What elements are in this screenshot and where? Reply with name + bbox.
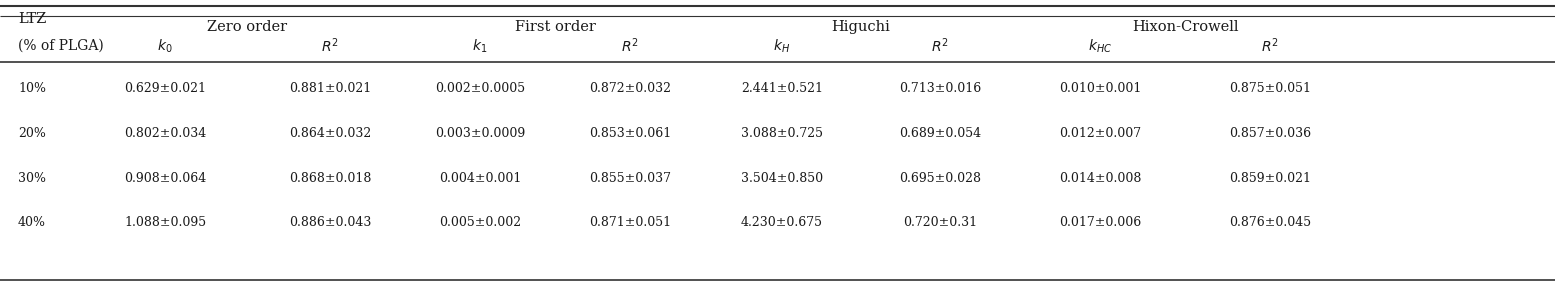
- Text: 30%: 30%: [19, 172, 47, 185]
- Text: Higuchi: Higuchi: [832, 20, 891, 34]
- Text: 0.010±0.001: 0.010±0.001: [1059, 82, 1141, 95]
- Text: 0.871±0.051: 0.871±0.051: [589, 216, 672, 229]
- Text: (% of PLGA): (% of PLGA): [19, 39, 104, 53]
- Text: 0.853±0.061: 0.853±0.061: [589, 128, 672, 141]
- Text: 0.017±0.006: 0.017±0.006: [1059, 216, 1141, 229]
- Text: 4.230±0.675: 4.230±0.675: [742, 216, 823, 229]
- Text: 0.881±0.021: 0.881±0.021: [289, 82, 372, 95]
- Text: $R^2$: $R^2$: [320, 37, 339, 55]
- Text: $k_H$: $k_H$: [773, 37, 790, 55]
- Text: $R^2$: $R^2$: [931, 37, 949, 55]
- Text: 1.088±0.095: 1.088±0.095: [124, 216, 207, 229]
- Text: 20%: 20%: [19, 128, 47, 141]
- Text: 0.713±0.016: 0.713±0.016: [899, 82, 981, 95]
- Text: 0.689±0.054: 0.689±0.054: [899, 128, 981, 141]
- Text: 0.005±0.002: 0.005±0.002: [439, 216, 521, 229]
- Text: 3.088±0.725: 3.088±0.725: [742, 128, 823, 141]
- Text: 0.003±0.0009: 0.003±0.0009: [435, 128, 526, 141]
- Text: 40%: 40%: [19, 216, 47, 229]
- Text: Zero order: Zero order: [207, 20, 288, 34]
- Text: 0.014±0.008: 0.014±0.008: [1059, 172, 1141, 185]
- Text: $R^2$: $R^2$: [1261, 37, 1278, 55]
- Text: 0.629±0.021: 0.629±0.021: [124, 82, 205, 95]
- Text: 0.859±0.021: 0.859±0.021: [1228, 172, 1311, 185]
- Text: 2.441±0.521: 2.441±0.521: [742, 82, 823, 95]
- Text: 0.695±0.028: 0.695±0.028: [899, 172, 981, 185]
- Text: First order: First order: [515, 20, 596, 34]
- Text: 0.855±0.037: 0.855±0.037: [589, 172, 672, 185]
- Text: 0.002±0.0005: 0.002±0.0005: [435, 82, 526, 95]
- Text: Hixon-Crowell: Hixon-Crowell: [1132, 20, 1238, 34]
- Text: LTZ: LTZ: [19, 12, 47, 26]
- Text: 3.504±0.850: 3.504±0.850: [740, 172, 823, 185]
- Text: 0.875±0.051: 0.875±0.051: [1228, 82, 1311, 95]
- Text: $k_0$: $k_0$: [157, 37, 173, 55]
- Text: 0.876±0.045: 0.876±0.045: [1228, 216, 1311, 229]
- Text: 0.857±0.036: 0.857±0.036: [1228, 128, 1311, 141]
- Text: 0.868±0.018: 0.868±0.018: [289, 172, 372, 185]
- Text: 0.720±0.31: 0.720±0.31: [903, 216, 977, 229]
- Text: 0.004±0.001: 0.004±0.001: [439, 172, 521, 185]
- Text: 0.802±0.034: 0.802±0.034: [124, 128, 207, 141]
- Text: $R^2$: $R^2$: [620, 37, 639, 55]
- Text: 0.872±0.032: 0.872±0.032: [589, 82, 672, 95]
- Text: 0.864±0.032: 0.864±0.032: [289, 128, 372, 141]
- Text: 0.886±0.043: 0.886±0.043: [289, 216, 372, 229]
- Text: $k_{HC}$: $k_{HC}$: [1088, 37, 1112, 55]
- Text: 10%: 10%: [19, 82, 47, 95]
- Text: $k_1$: $k_1$: [473, 37, 488, 55]
- Text: 0.908±0.064: 0.908±0.064: [124, 172, 207, 185]
- Text: 0.012±0.007: 0.012±0.007: [1059, 128, 1141, 141]
